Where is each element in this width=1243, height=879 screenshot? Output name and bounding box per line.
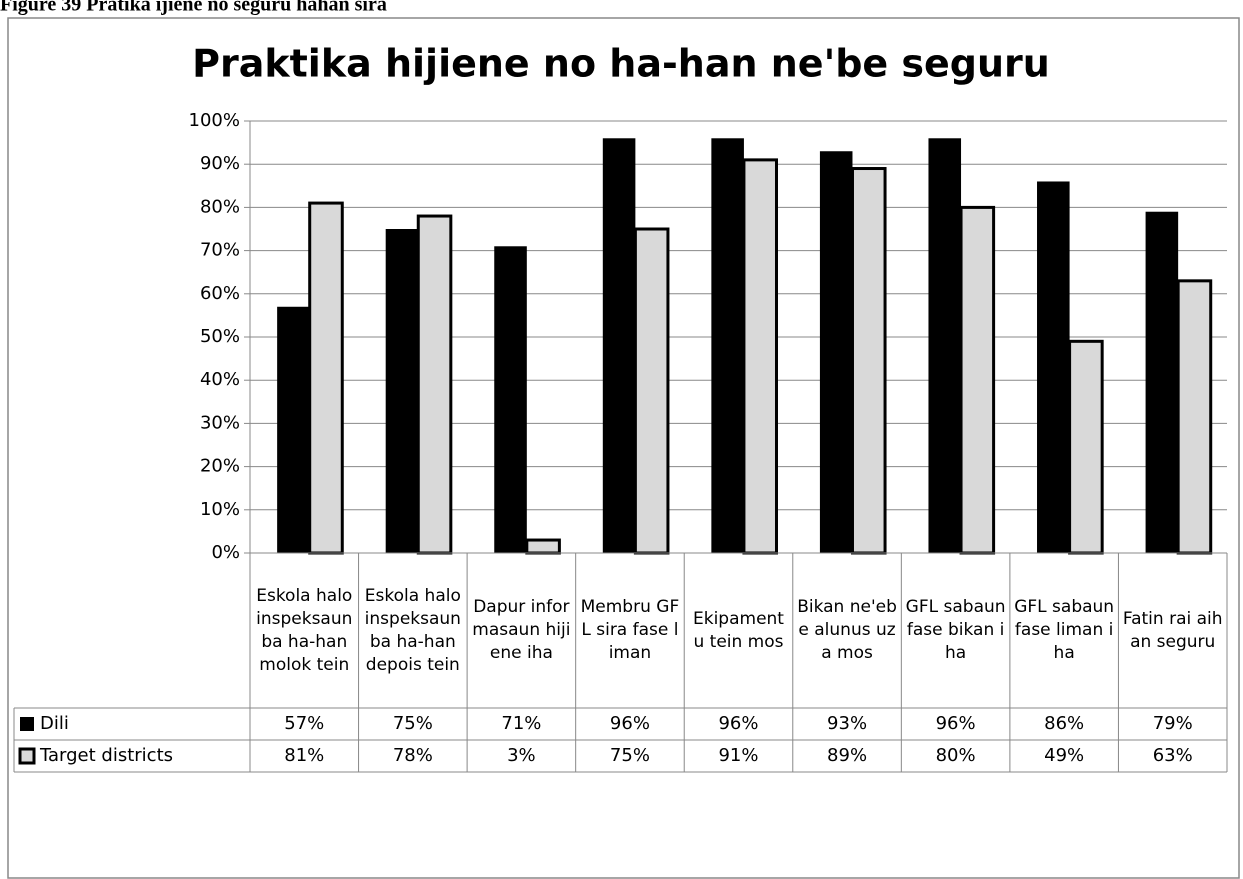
figure-caption: Figure 39 Pratika ijiene no seguru hahan… xyxy=(0,0,387,16)
data-label: 78% xyxy=(393,745,433,766)
bar xyxy=(742,158,778,555)
y-tick-label: 100% xyxy=(189,110,240,131)
legend-label: Target districts xyxy=(39,745,173,766)
bar xyxy=(602,138,636,553)
data-label: 3% xyxy=(507,745,536,766)
bar xyxy=(525,538,561,555)
y-tick-label: 30% xyxy=(200,412,240,433)
y-tick-label: 20% xyxy=(200,456,240,477)
y-tick-label: 70% xyxy=(200,240,240,261)
data-label: 86% xyxy=(1044,713,1084,734)
data-label: 93% xyxy=(827,713,867,734)
y-tick-label: 40% xyxy=(200,369,240,390)
bar xyxy=(494,246,527,553)
y-tick-label: 80% xyxy=(200,196,240,217)
bar xyxy=(385,229,419,553)
data-label: 63% xyxy=(1153,745,1193,766)
bar xyxy=(711,138,744,553)
legend-label: Dili xyxy=(40,713,69,734)
data-label: 89% xyxy=(827,745,867,766)
bar xyxy=(1176,279,1213,555)
y-tick-label: 50% xyxy=(200,326,240,347)
data-label: 96% xyxy=(936,713,976,734)
data-label: 96% xyxy=(610,713,650,734)
data-label: 79% xyxy=(1153,713,1193,734)
x-category-cell: Eskola halo inspeksaun ba ha-han depois … xyxy=(364,585,461,675)
x-tick-label: Bikan ne'ebe alunus uza mos xyxy=(797,597,897,663)
x-category-cell: Bikan ne'ebe alunus uza mos xyxy=(797,597,897,663)
bar xyxy=(850,167,887,555)
data-label: 49% xyxy=(1044,745,1084,766)
chart-title: Praktika hijiene no ha-han ne'be seguru xyxy=(192,42,1050,86)
y-tick-label: 10% xyxy=(200,499,240,520)
data-label: 75% xyxy=(610,745,650,766)
bar xyxy=(1068,339,1104,555)
x-tick-label: Eskola halo inspeksaun ba ha-han depois … xyxy=(364,585,461,675)
y-tick-label: 60% xyxy=(200,283,240,304)
legend-key xyxy=(20,717,34,731)
bar xyxy=(1145,211,1179,553)
data-label: 80% xyxy=(936,745,976,766)
bar xyxy=(277,306,310,553)
x-tick-label: Membru GFL sira fase liman xyxy=(580,597,680,663)
bar xyxy=(416,214,453,555)
x-category-cell: Dapur informasaun hijiene iha xyxy=(472,597,571,663)
data-label: 71% xyxy=(501,713,541,734)
x-category-cell: Ekipamentu tein mos xyxy=(693,608,784,652)
data-label: 81% xyxy=(284,745,324,766)
x-tick-label: GFL sabaun fase bikan iha xyxy=(905,597,1006,663)
x-tick-label: Dapur informasaun hijiene iha xyxy=(472,597,571,663)
x-category-cell: Eskola halo inspeksaun ba ha-han molok t… xyxy=(256,585,353,675)
x-tick-label: Eskola halo inspeksaun ba ha-han molok t… xyxy=(256,585,353,675)
data-label: 96% xyxy=(718,713,758,734)
x-tick-label: GFL sabaun fase liman iha xyxy=(1014,597,1115,663)
y-tick-label: 0% xyxy=(211,542,240,563)
bar xyxy=(633,227,670,555)
x-category-cell: Fatin rai aihan seguru xyxy=(1122,608,1223,652)
data-label: 57% xyxy=(284,713,324,734)
x-category-cell: GFL sabaun fase bikan iha xyxy=(905,597,1006,663)
bar xyxy=(1037,181,1070,554)
bar xyxy=(819,151,853,554)
bar xyxy=(959,205,996,555)
legend-key xyxy=(18,747,36,765)
bar xyxy=(928,138,962,553)
x-category-cell: GFL sabaun fase liman iha xyxy=(1014,597,1115,663)
x-category-cell: Membru GFL sira fase liman xyxy=(580,597,680,663)
x-tick-label: Fatin rai aihan seguru xyxy=(1122,608,1223,652)
y-tick-label: 90% xyxy=(200,153,240,174)
x-tick-label: Ekipamentu tein mos xyxy=(693,608,784,652)
data-label: 75% xyxy=(393,713,433,734)
bar xyxy=(308,201,344,555)
data-label: 91% xyxy=(718,745,758,766)
